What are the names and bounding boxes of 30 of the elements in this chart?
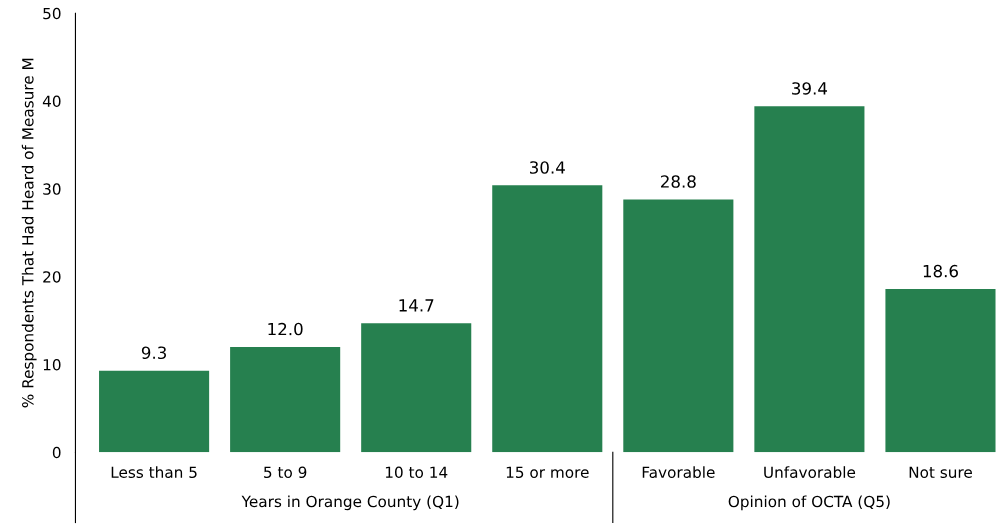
x-tick-label: Not sure: [909, 466, 972, 479]
data-label: 39.4: [792, 82, 828, 95]
bar: [492, 185, 603, 453]
y-axis-title: % Respondents That Had Heard of Measure M: [21, 58, 37, 408]
x-tick-label: Less than 5: [111, 466, 197, 479]
x-tick-label: 10 to 14: [385, 466, 448, 479]
bar: [361, 323, 472, 453]
x-tick-label: Favorable: [642, 466, 715, 479]
text: Opinion of OCTA (Q5): [728, 495, 890, 511]
y-tick-label: 30: [43, 183, 61, 195]
bar: [99, 370, 210, 453]
data-label: 28.8: [661, 175, 696, 188]
bar: [754, 106, 865, 453]
y-tick-label: 10: [43, 358, 61, 371]
data-label: 18.6: [923, 264, 958, 278]
data-label: 14.7: [399, 299, 434, 312]
y-tick-label: 40: [42, 95, 61, 108]
y-tick-label: 50: [43, 7, 61, 20]
y-tick-label: 20: [43, 271, 61, 283]
x-tick-label: 5 to 9: [264, 466, 307, 479]
bar: [885, 288, 996, 453]
bar: [623, 199, 734, 453]
y-tick-label: 0: [52, 446, 61, 459]
data-label: 30.4: [529, 161, 565, 174]
text: Years in Orange County (Q1): [241, 495, 459, 511]
x-tick-label: 15 or more: [506, 466, 589, 479]
bar: [230, 346, 341, 453]
data-label: 12.0: [268, 322, 303, 336]
data-label: 9.3: [141, 346, 167, 360]
x-tick-label: Unfavorable: [764, 466, 856, 479]
